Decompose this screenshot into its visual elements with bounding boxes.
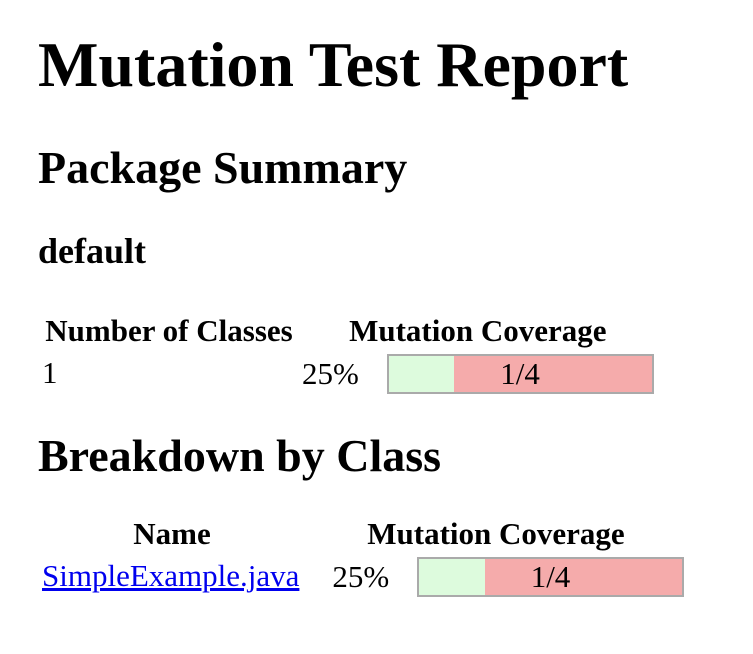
table-header-row: Name Mutation Coverage [40,515,686,553]
table-header-row: Number of Classes Mutation Coverage [40,312,656,350]
package-summary-heading: Package Summary [38,142,408,193]
package-name: default [38,231,146,271]
page-title: Mutation Test Report [38,29,629,100]
number-of-classes-value: 1 [42,355,58,391]
column-header-name: Name [133,515,211,551]
breakdown-table: Name Mutation Coverage SimpleExample.jav… [38,513,688,600]
mutation-coverage-cell: 25% 1/4 [306,555,686,598]
coverage-bar: 1/4 [386,353,654,394]
coverage-bar-covered [388,355,455,392]
class-link-simpleexample[interactable]: SimpleExample.java [42,558,300,594]
class-name-cell: SimpleExample.java [40,555,304,598]
coverage-bar-label: 1/4 [530,558,571,594]
column-header-number-of-classes: Number of Classes [45,313,293,348]
package-summary-table: Number of Classes Mutation Coverage 1 25… [38,310,658,397]
table-row: 1 25% 1/4 [40,352,656,395]
breakdown-heading: Breakdown by Class [38,429,442,481]
mutation-coverage-cell: 25% 1/4 [300,352,656,395]
table-row: SimpleExample.java 25% 1/4 [40,555,686,598]
coverage-bar: 1/4 [417,556,684,597]
coverage-percentage: 25% [332,558,390,594]
column-header-mutation-coverage: Mutation Coverage [367,515,625,551]
coverage-percentage: 25% [302,355,359,391]
column-header-mutation-coverage: Mutation Coverage [349,313,607,348]
coverage-bar-label: 1/4 [500,355,540,391]
coverage-bar-covered [419,558,485,595]
